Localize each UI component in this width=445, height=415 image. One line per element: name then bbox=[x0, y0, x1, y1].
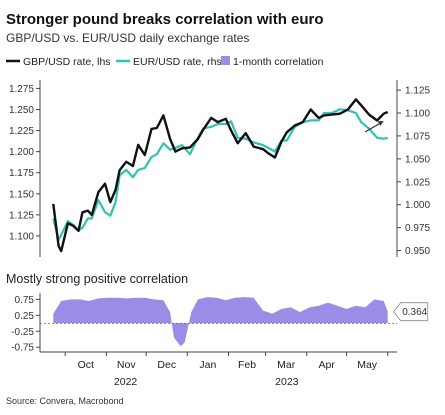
top-tick-group: 1.100 1.125 1.150 1.175 1.200 1.225 1.250 1.275… bbox=[9, 84, 430, 257]
trend-arrow bbox=[364, 121, 383, 133]
legend-eur-label: EUR/USD rate, rhs bbox=[133, 56, 222, 68]
top-series-group bbox=[52, 98, 389, 253]
x-month-label: Apr bbox=[318, 359, 335, 371]
left-tick-label: 1.175 bbox=[9, 168, 34, 179]
correlation-panel-title: Mostly strong positive correlation bbox=[6, 272, 188, 286]
x-year-label: 2022 bbox=[114, 376, 138, 388]
left-tick-label: 1.125 bbox=[9, 210, 34, 221]
legend-corr-label: 1-month correlation bbox=[233, 56, 324, 68]
corr-tick-label: 0.25 bbox=[15, 311, 35, 322]
x-month-label: Feb bbox=[238, 359, 256, 371]
legend-corr-swatch bbox=[221, 56, 230, 65]
legend: GBP/USD rate, lhs EUR/USD rate, rhs 1-mo… bbox=[6, 56, 324, 68]
corr-tick-label: 0.75 bbox=[15, 295, 35, 306]
x-month-label: Oct bbox=[78, 359, 94, 371]
right-tick-label: 1.125 bbox=[405, 86, 430, 97]
right-tick-label: 1.025 bbox=[405, 177, 430, 188]
x-tick-group: Oct Nov Dec Jan Feb Mar Apr May 2022 2023 bbox=[64, 352, 389, 388]
left-tick-label: 1.100 bbox=[9, 231, 34, 242]
correlation-area bbox=[53, 297, 388, 347]
latest-value-callout bbox=[393, 302, 429, 322]
bottom-tick-group: -0.75 -0.25 0.25 0.75 bbox=[11, 295, 40, 354]
left-tick-label: 1.150 bbox=[9, 189, 34, 200]
chart-title: Stronger pound breaks correlation with e… bbox=[6, 11, 324, 28]
corr-tick-label: -0.75 bbox=[11, 343, 34, 354]
x-month-label: Nov bbox=[117, 359, 136, 371]
right-tick-label: 1.100 bbox=[405, 109, 430, 120]
chart-subtitle: GBP/USD vs. EUR/USD daily exchange rates bbox=[6, 31, 249, 45]
bottom-area-group: 0.364 bbox=[40, 297, 429, 347]
x-year-label: 2023 bbox=[275, 376, 299, 388]
corr-tick-label: -0.25 bbox=[11, 327, 34, 338]
right-tick-label: 1.050 bbox=[405, 154, 430, 165]
x-month-label: Dec bbox=[157, 359, 176, 371]
left-tick-label: 1.200 bbox=[9, 147, 34, 158]
gbp-usd-line bbox=[52, 98, 389, 253]
right-tick-label: 0.975 bbox=[405, 223, 430, 234]
right-tick-label: 1.000 bbox=[405, 200, 430, 211]
legend-gbp-label: GBP/USD rate, lhs bbox=[23, 56, 111, 68]
source-note: Source: Convera, Macrobond bbox=[6, 396, 124, 406]
eur-usd-line bbox=[52, 108, 388, 241]
left-tick-label: 1.275 bbox=[9, 84, 34, 95]
left-tick-label: 1.250 bbox=[9, 105, 34, 116]
latest-value-label: 0.364 bbox=[402, 307, 427, 318]
right-tick-label: 0.950 bbox=[405, 246, 430, 257]
left-tick-label: 1.225 bbox=[9, 126, 34, 137]
x-month-label: Jan bbox=[199, 359, 216, 371]
right-tick-label: 1.075 bbox=[405, 131, 430, 142]
x-month-label: May bbox=[357, 359, 378, 371]
x-month-label: Mar bbox=[277, 359, 296, 371]
trend-arrow-head bbox=[377, 120, 384, 126]
